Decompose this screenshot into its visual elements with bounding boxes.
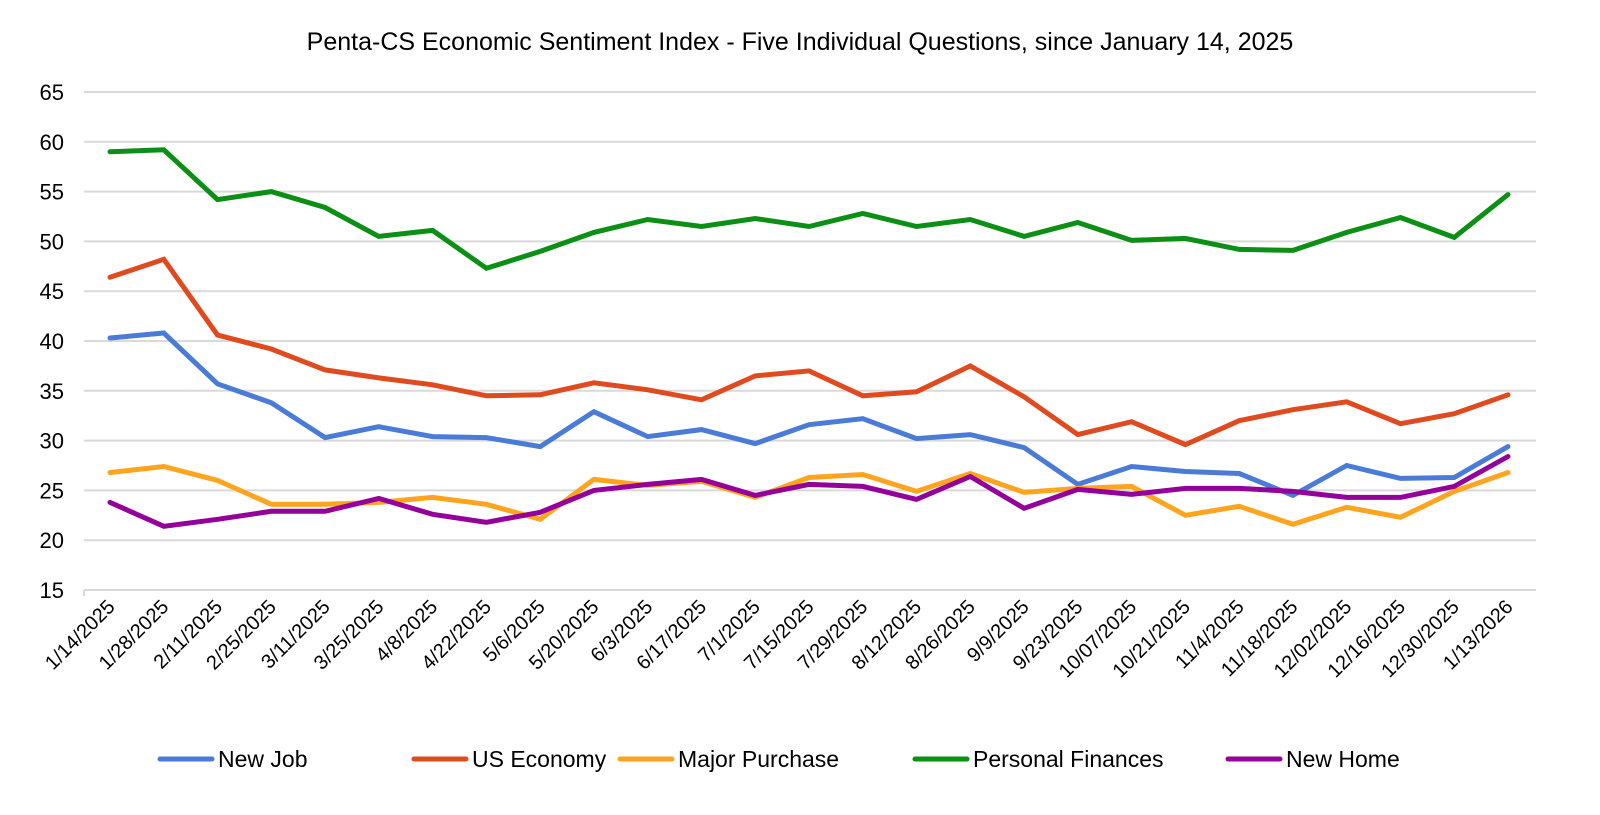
gridlines	[83, 91, 1536, 596]
legend-label: New Home	[1286, 746, 1400, 772]
x-axis-ticks: 1/14/20251/28/20252/11/20252/25/20253/11…	[41, 596, 1517, 682]
y-tick-label: 20	[40, 528, 64, 553]
legend-item-us-economy[interactable]: US Economy	[411, 746, 607, 772]
y-tick-label: 40	[40, 329, 64, 354]
series-lines	[107, 147, 1511, 529]
y-axis-ticks: 15 20 25 30 35 40 45 50 55 60 65	[40, 80, 64, 603]
legend-item-new-job[interactable]: New Job	[157, 746, 307, 772]
y-tick-label: 35	[40, 379, 64, 404]
y-tick-label: 65	[40, 80, 64, 105]
legend-item-personal-finances[interactable]: Personal Finances	[912, 746, 1164, 772]
series-line-major-purchase	[107, 463, 1511, 527]
legend: New Job US Economy Major Purchase Personal …	[157, 746, 1400, 772]
y-tick-label: 30	[40, 429, 64, 454]
y-tick-label: 60	[40, 130, 64, 155]
legend-label: US Economy	[472, 746, 607, 772]
series-line-new-job	[107, 330, 1511, 499]
y-tick-label: 50	[40, 229, 64, 254]
series-line-new-home	[107, 454, 1511, 529]
y-tick-label: 25	[40, 478, 64, 503]
legend-item-new-home[interactable]: New Home	[1225, 746, 1400, 772]
legend-label: Personal Finances	[973, 746, 1164, 772]
legend-label: New Job	[218, 746, 307, 772]
legend-item-major-purchase[interactable]: Major Purchase	[617, 746, 839, 772]
y-tick-label: 15	[40, 578, 64, 603]
y-tick-label: 55	[40, 180, 64, 205]
y-tick-label: 45	[40, 279, 64, 304]
series-line-personal-finances	[107, 147, 1511, 272]
legend-label: Major Purchase	[678, 746, 839, 772]
chart-title: Penta-CS Economic Sentiment Index - Five…	[307, 28, 1294, 56]
series-line-us-economy	[107, 256, 1511, 448]
